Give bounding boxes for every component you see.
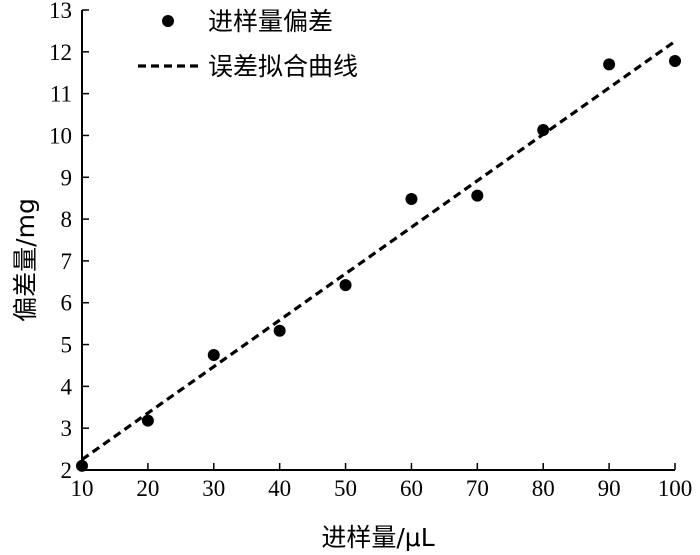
x-tick-label: 10 xyxy=(71,476,94,501)
axes-group xyxy=(81,10,675,471)
y-tick-label: 12 xyxy=(49,40,72,65)
x-tick-label: 80 xyxy=(532,476,555,501)
y-tick-label: 10 xyxy=(49,123,72,148)
x-tick-label: 100 xyxy=(658,476,693,501)
data-point xyxy=(76,459,88,472)
x-tick-label: 20 xyxy=(136,476,159,501)
y-tick-label: 6 xyxy=(61,291,73,316)
data-point xyxy=(405,193,418,206)
y-tick-label: 11 xyxy=(50,82,72,107)
x-tick-label: 50 xyxy=(334,476,357,501)
y-tick-label: 4 xyxy=(61,374,73,399)
y-tick-label: 7 xyxy=(61,249,73,274)
data-point xyxy=(471,189,484,202)
y-tick-label: 2 xyxy=(61,458,73,483)
y-tick-label: 5 xyxy=(61,333,73,358)
x-axis-title: 进样量/μL xyxy=(321,523,434,552)
data-point xyxy=(141,414,154,427)
y-axis-title: 偏差量/mg xyxy=(11,198,40,322)
legend: 进样量偏差 误差拟合曲线 xyxy=(138,7,358,81)
y-tick-label: 13 xyxy=(49,0,72,23)
data-point xyxy=(339,279,352,292)
x-tick-label: 30 xyxy=(202,476,225,501)
x-tick-label: 40 xyxy=(268,476,291,501)
data-point xyxy=(537,124,550,137)
data-point xyxy=(603,58,616,71)
y-tick-label: 8 xyxy=(61,207,73,232)
y-tick-label: 9 xyxy=(61,165,73,190)
data-point xyxy=(207,349,220,361)
legend-label-fit-line: 误差拟合曲线 xyxy=(208,52,358,81)
y-tick-label: 3 xyxy=(61,416,73,441)
data-point xyxy=(273,324,286,337)
fit-line-layer xyxy=(81,40,676,461)
legend-marker-scatter xyxy=(162,15,174,27)
x-ticks: 10 20 30 40 50 60 70 80 90 100 xyxy=(71,463,693,501)
fit-line xyxy=(81,40,676,461)
scatter-points xyxy=(76,55,681,472)
data-point xyxy=(669,55,681,68)
legend-label-scatter: 进样量偏差 xyxy=(208,7,333,36)
x-tick-label: 70 xyxy=(466,476,489,501)
x-tick-label: 90 xyxy=(598,476,621,501)
x-tick-label: 60 xyxy=(400,476,423,501)
